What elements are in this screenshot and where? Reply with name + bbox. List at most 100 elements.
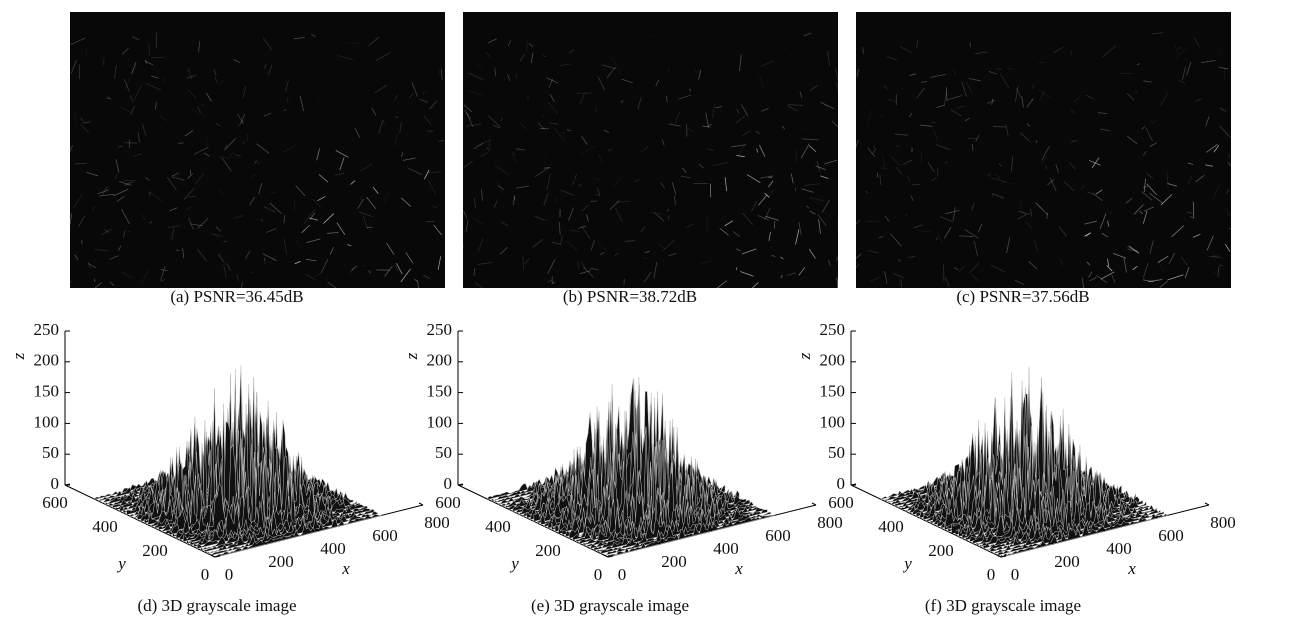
- edge-stroke: [240, 281, 244, 289]
- z-tick-label: 150: [427, 382, 453, 401]
- edge-stroke: [611, 57, 621, 72]
- edge-stroke: [268, 254, 277, 266]
- edge-stroke: [633, 179, 640, 183]
- edge-stroke: [106, 95, 111, 99]
- edge-stroke: [1041, 155, 1048, 164]
- edge-stroke: [132, 153, 142, 157]
- z-tick-label: 200: [34, 351, 60, 370]
- edge-stroke: [94, 282, 103, 289]
- edge-stroke: [651, 34, 656, 39]
- edge-stroke: [568, 49, 575, 54]
- edge-stroke: [150, 75, 159, 79]
- edge-stroke: [426, 171, 442, 174]
- edge-stroke: [568, 207, 574, 221]
- edge-stroke: [625, 240, 636, 242]
- edge-stroke: [233, 58, 241, 64]
- edge-stroke: [1088, 159, 1101, 166]
- edge-stroke: [77, 215, 86, 227]
- edge-stroke: [759, 145, 766, 157]
- edge-stroke: [917, 230, 931, 232]
- edge-stroke: [477, 238, 484, 252]
- edge-stroke: [944, 226, 952, 239]
- edge-stroke: [215, 123, 221, 127]
- edge-stroke: [329, 246, 334, 255]
- edge-stroke: [149, 192, 164, 203]
- edge-stroke: [124, 181, 133, 186]
- edge-stroke: [707, 148, 715, 152]
- x-tick: [1204, 502, 1210, 506]
- edge-stroke: [698, 163, 705, 169]
- y-tick-label: 400: [92, 517, 118, 536]
- edge-stroke: [534, 167, 550, 178]
- edge-stroke: [897, 259, 902, 262]
- edge-stroke: [358, 211, 373, 218]
- edge-stroke: [187, 69, 193, 80]
- image-caption: (c) PSNR=37.56dB: [956, 287, 1089, 306]
- edge-stroke: [171, 176, 185, 181]
- edge-stroke: [1102, 45, 1116, 58]
- edge-stroke: [756, 148, 759, 153]
- edge-stroke: [1159, 280, 1169, 288]
- edge-stroke: [69, 280, 72, 283]
- edge-stroke: [1126, 135, 1138, 145]
- edge-stroke: [929, 73, 946, 78]
- edge-stroke: [581, 205, 589, 212]
- y-axis-label: y: [116, 554, 126, 573]
- edge-stroke: [1068, 142, 1073, 144]
- edge-stroke: [945, 277, 950, 287]
- y-tick: [850, 483, 857, 486]
- edge-stroke: [394, 264, 399, 272]
- edge-stroke: [815, 165, 826, 170]
- edge-stroke: [466, 123, 482, 127]
- edge-stroke: [581, 226, 591, 239]
- edge-stroke: [99, 193, 115, 197]
- edge-stroke: [872, 148, 876, 154]
- edge-stroke: [936, 104, 945, 108]
- edge-stroke: [512, 195, 516, 206]
- edge-stroke: [196, 248, 208, 262]
- edge-stroke: [601, 64, 616, 70]
- edge-stroke: [337, 54, 354, 61]
- edge-stroke: [354, 127, 361, 138]
- edge-stroke: [262, 37, 273, 51]
- edge-stroke: [101, 229, 112, 236]
- edge-stroke: [1219, 66, 1229, 70]
- edge-stroke: [371, 107, 377, 116]
- edge-stroke: [1097, 112, 1107, 115]
- edge-stroke: [1092, 193, 1103, 202]
- edge-stroke: [566, 240, 579, 252]
- edge-stroke: [1045, 165, 1048, 170]
- edge-stroke: [186, 206, 192, 211]
- edge-stroke: [191, 109, 207, 118]
- edge-stroke: [394, 134, 398, 147]
- edge-stroke: [106, 97, 112, 100]
- edge-stroke: [186, 74, 196, 79]
- y-tick: [557, 531, 564, 534]
- edge-stroke: [870, 277, 881, 282]
- edge-stroke: [657, 242, 665, 249]
- edge-stroke: [188, 68, 191, 72]
- x-tick: [210, 554, 216, 558]
- edge-stroke: [816, 160, 821, 172]
- edge-stroke: [236, 113, 245, 125]
- edge-stroke: [712, 161, 729, 167]
- edge-stroke: [499, 246, 508, 255]
- edge-stroke: [74, 254, 79, 261]
- edge-stroke: [424, 169, 430, 180]
- edge-stroke: [519, 53, 525, 62]
- edge-stroke: [109, 255, 119, 260]
- edge-stroke: [989, 177, 1007, 183]
- edge-stroke: [260, 218, 264, 222]
- edge-stroke: [1085, 233, 1091, 237]
- edge-stroke: [886, 56, 898, 61]
- edge-stroke: [701, 260, 711, 265]
- edge-stroke: [226, 263, 231, 271]
- edge-stroke: [768, 231, 771, 241]
- edge-stroke: [927, 162, 935, 173]
- edge-stroke: [474, 64, 483, 67]
- edge-stroke: [804, 183, 820, 186]
- edge-stroke: [661, 139, 665, 146]
- edge-stroke: [368, 36, 380, 46]
- edge-stroke: [468, 90, 483, 96]
- edge-stroke: [1126, 92, 1135, 101]
